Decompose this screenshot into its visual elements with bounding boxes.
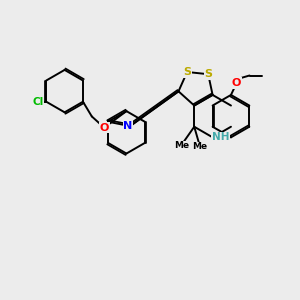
- Text: S: S: [183, 67, 191, 77]
- Text: NH: NH: [212, 132, 230, 142]
- Text: O: O: [232, 78, 241, 88]
- Text: Me: Me: [174, 141, 189, 150]
- Text: N: N: [123, 121, 132, 131]
- Text: S: S: [204, 69, 212, 79]
- Text: Cl: Cl: [32, 97, 44, 107]
- Text: O: O: [100, 123, 109, 133]
- Text: Me: Me: [193, 142, 208, 151]
